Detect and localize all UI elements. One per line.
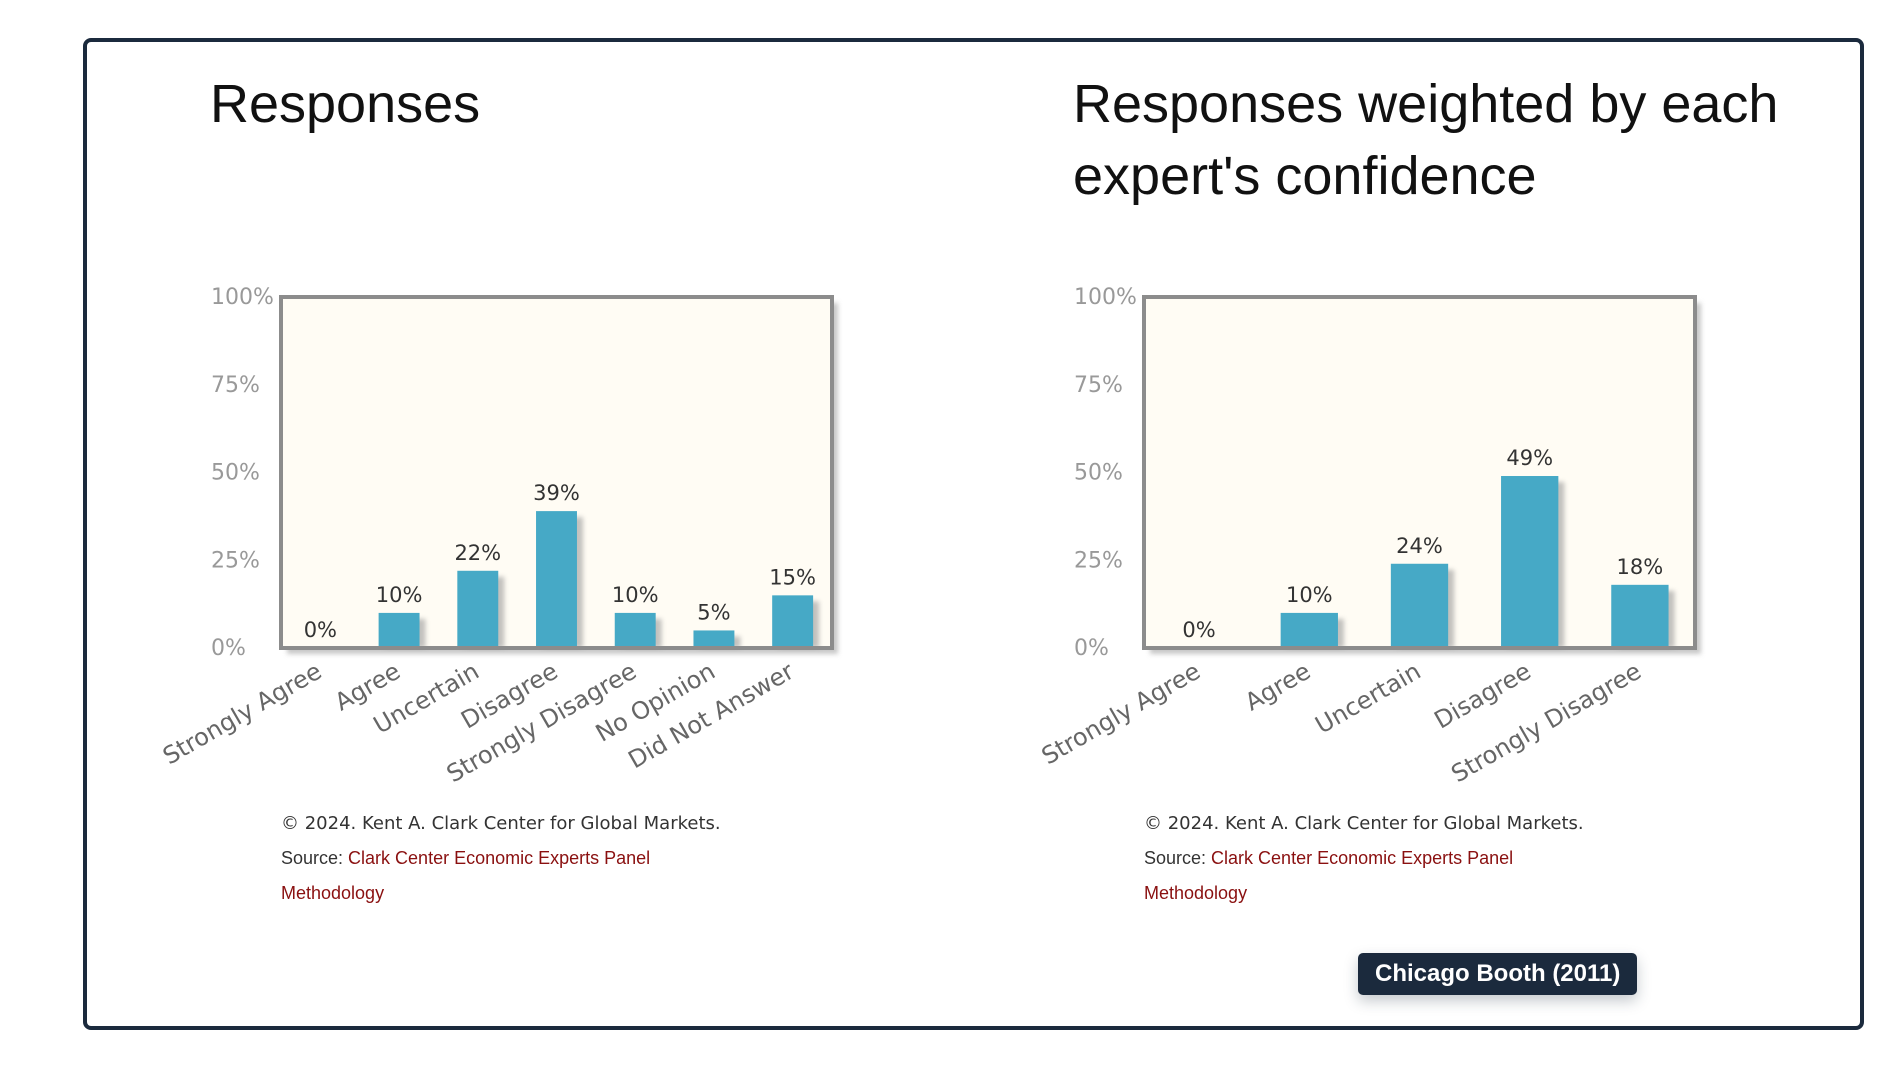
x-tick-label: Uncertain: [1311, 657, 1426, 740]
bar-no-opinion: [693, 630, 735, 648]
weighted-responses-bar-chart: 0%25%50%75%100%0%Strongly Agree10%Agree2…: [1037, 285, 1701, 788]
data-label: 5%: [697, 600, 730, 624]
bar-uncertain: [1390, 563, 1449, 648]
x-tick-label: Strongly Agree: [158, 657, 326, 770]
y-tick-label: 0%: [211, 636, 246, 661]
bar-uncertain: [457, 570, 499, 648]
copyright-text: © 2024. Kent A. Clark Center for Global …: [281, 813, 721, 834]
data-label: 15%: [769, 565, 816, 589]
source-label: Source:: [281, 848, 349, 868]
source-link[interactable]: Clark Center Economic Experts Panel: [1211, 848, 1514, 868]
y-tick-label: 0%: [1074, 636, 1109, 661]
bar-strongly-disagree: [1611, 584, 1669, 648]
source-line: Source: Clark Center Economic Experts Pa…: [1144, 846, 1584, 870]
data-label: 39%: [533, 481, 580, 505]
chart-title-responses: Responses: [210, 74, 481, 134]
y-tick-label: 100%: [1074, 285, 1137, 310]
y-tick-label: 100%: [211, 285, 274, 310]
y-tick-label: 50%: [211, 461, 260, 486]
x-tick-label: Strongly Disagree: [1447, 657, 1646, 788]
plot-border: [279, 295, 834, 650]
y-tick-label: 75%: [1074, 373, 1123, 398]
responses-bar-chart: 0%25%50%75%100%0%Strongly Agree10%Agree2…: [158, 285, 838, 788]
chart-footer-left: © 2024. Kent A. Clark Center for Global …: [281, 812, 721, 905]
x-tick-label: Agree: [1240, 657, 1315, 717]
source-line: Source: Clark Center Economic Experts Pa…: [281, 846, 721, 870]
copyright-text: © 2024. Kent A. Clark Center for Global …: [1144, 813, 1584, 834]
data-label: 49%: [1506, 446, 1553, 470]
y-tick-label: 75%: [211, 373, 260, 398]
data-label: 10%: [612, 583, 659, 607]
source-link[interactable]: Clark Center Economic Experts Panel: [348, 848, 651, 868]
bar-did-not-answer: [772, 595, 814, 648]
y-tick-label: 50%: [1074, 461, 1123, 486]
source-badge: Chicago Booth (2011): [1358, 953, 1638, 995]
y-tick-label: 25%: [1074, 548, 1123, 573]
bar-agree: [1280, 612, 1338, 648]
data-label: 10%: [1286, 583, 1333, 607]
y-tick-label: 25%: [211, 548, 260, 573]
methodology-link[interactable]: Methodology: [281, 883, 385, 903]
bar-strongly-disagree: [614, 612, 656, 648]
data-label: 10%: [376, 583, 423, 607]
chart-footer-right: © 2024. Kent A. Clark Center for Global …: [1144, 812, 1584, 905]
bar-agree: [378, 612, 420, 648]
data-label: 0%: [304, 618, 337, 642]
data-label: 22%: [454, 541, 501, 565]
data-label: 24%: [1396, 534, 1443, 558]
methodology-link[interactable]: Methodology: [1144, 883, 1248, 903]
x-tick-label: Strongly Agree: [1037, 657, 1205, 770]
data-label: 0%: [1182, 618, 1215, 642]
data-label: 18%: [1617, 555, 1664, 579]
bar-disagree: [536, 511, 577, 648]
plot-border: [1142, 295, 1697, 650]
chart-title-weighted: Responses weighted by each expert's conf…: [1073, 74, 1779, 206]
source-label: Source:: [1144, 848, 1212, 868]
bar-disagree: [1501, 476, 1559, 648]
